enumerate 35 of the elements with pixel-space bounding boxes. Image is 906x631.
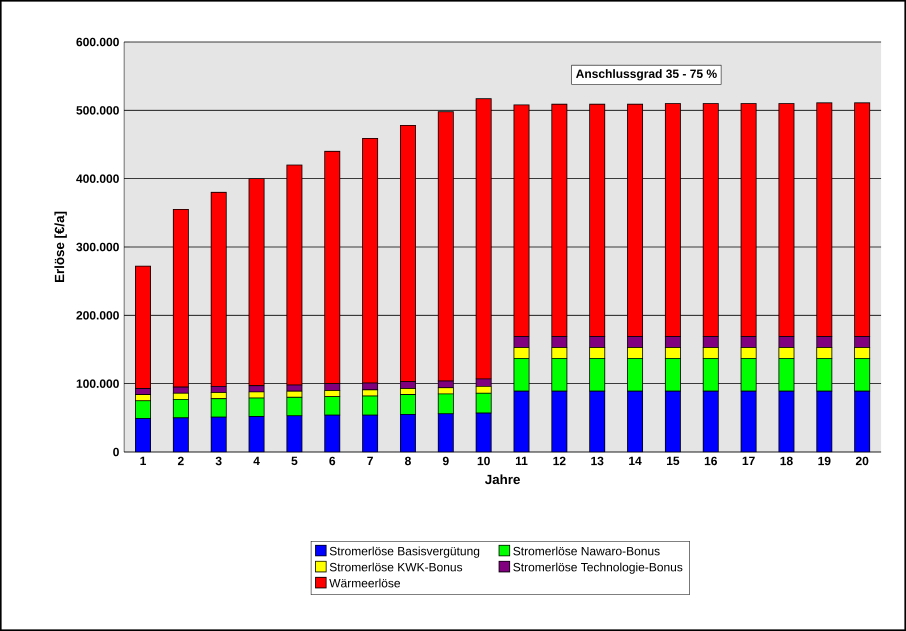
y-tick-label: 200.000 [76, 311, 119, 320]
legend-label: Stromerlöse Technologie-Bonus [513, 562, 682, 574]
x-tick-label: 19 [818, 456, 831, 466]
x-tick-label: 7 [367, 456, 373, 465]
x-tick-label: 15 [666, 456, 680, 466]
y-tick-label: 100.000 [76, 379, 119, 388]
x-axis-title: Jahre [485, 474, 520, 484]
x-tick-label: 18 [780, 456, 793, 466]
x-tick-label: 10 [478, 456, 490, 466]
x-tick-label: 3 [216, 456, 222, 466]
legend-label: Stromerlöse Basisvergütung [330, 546, 480, 558]
y-tick-label: 400.000 [76, 174, 119, 183]
legend-label: Stromerlöse Nawaro-Bonus [513, 546, 660, 556]
x-tick-label: 13 [591, 456, 604, 466]
x-tick-label: 20 [856, 456, 868, 466]
x-tick-label: 1 [140, 456, 146, 465]
x-tick-label: 12 [553, 456, 566, 466]
x-tick-label: 2 [178, 456, 184, 466]
legend-label: Wärmeerlöse [329, 578, 400, 588]
x-tick-label: 14 [629, 456, 642, 465]
x-tick-label: 9 [442, 456, 449, 466]
x-tick-label: 5 [291, 456, 298, 466]
annotation: Anschlussgrad 35 - 75 % [576, 69, 717, 80]
x-tick-label: 6 [329, 456, 336, 466]
y-tick-label: 500.000 [76, 106, 119, 115]
y-tick-label: 300.000 [76, 242, 119, 252]
legend-label: Stromerlöse KWK-Bonus [330, 562, 462, 572]
y-tick-label: 600.000 [76, 38, 119, 46]
x-tick-label: 17 [742, 456, 755, 465]
y-axis-title: Erlöse [€/a] [54, 212, 67, 282]
x-tick-label: 8 [404, 456, 411, 466]
y-tick-label: 0 [113, 448, 119, 456]
x-tick-label: 11 [516, 456, 528, 465]
x-tick-label: 4 [253, 456, 260, 465]
x-tick-label: 16 [704, 456, 717, 466]
